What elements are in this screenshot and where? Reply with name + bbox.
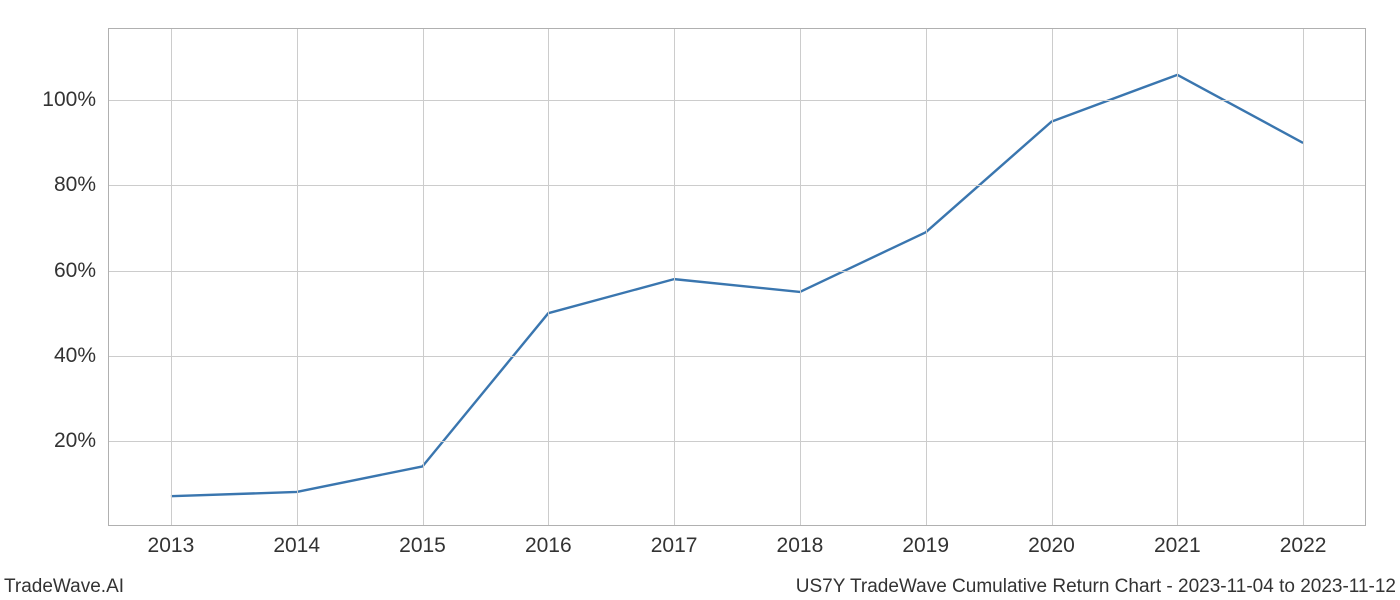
footer-brand: TradeWave.AI bbox=[4, 576, 124, 598]
plot-area: 2013201420152016201720182019202020212022… bbox=[108, 28, 1366, 526]
x-tick-label: 2020 bbox=[1028, 534, 1075, 558]
x-tick-label: 2016 bbox=[525, 534, 572, 558]
gridline-vertical bbox=[297, 28, 298, 526]
x-tick-label: 2014 bbox=[273, 534, 320, 558]
gridline-vertical bbox=[1177, 28, 1178, 526]
x-tick-label: 2022 bbox=[1280, 534, 1327, 558]
gridline-vertical bbox=[423, 28, 424, 526]
gridline-vertical bbox=[674, 28, 675, 526]
chart-container: 2013 2014 2015 2016 2017 2018 2019 2020 2021 2022… bbox=[0, 0, 1400, 600]
x-tick-label: 2017 bbox=[651, 534, 698, 558]
x-tick-label: 2013 bbox=[148, 534, 195, 558]
axis-spine bbox=[108, 28, 109, 526]
y-tick-label: 100% bbox=[42, 88, 96, 112]
x-tick-label: 2021 bbox=[1154, 534, 1201, 558]
gridline-vertical bbox=[1303, 28, 1304, 526]
axis-spine bbox=[108, 28, 1366, 29]
return-line bbox=[171, 75, 1303, 496]
gridline-vertical bbox=[800, 28, 801, 526]
gridline-vertical bbox=[548, 28, 549, 526]
x-tick-label: 2018 bbox=[777, 534, 824, 558]
gridline-horizontal bbox=[108, 441, 1366, 442]
gridline-horizontal bbox=[108, 356, 1366, 357]
x-tick-label: 2019 bbox=[902, 534, 949, 558]
x-tick-label: 2015 bbox=[399, 534, 446, 558]
footer-caption: US7Y TradeWave Cumulative Return Chart -… bbox=[796, 576, 1396, 598]
y-tick-label: 20% bbox=[54, 429, 96, 453]
axis-spine bbox=[1365, 28, 1366, 526]
y-tick-label: 40% bbox=[54, 344, 96, 368]
gridline-horizontal bbox=[108, 100, 1366, 101]
y-tick-label: 80% bbox=[54, 173, 96, 197]
gridline-horizontal bbox=[108, 271, 1366, 272]
y-tick-label: 60% bbox=[54, 259, 96, 283]
gridline-vertical bbox=[926, 28, 927, 526]
gridline-vertical bbox=[1052, 28, 1053, 526]
gridline-vertical bbox=[171, 28, 172, 526]
gridline-horizontal bbox=[108, 185, 1366, 186]
axis-spine bbox=[108, 525, 1366, 526]
